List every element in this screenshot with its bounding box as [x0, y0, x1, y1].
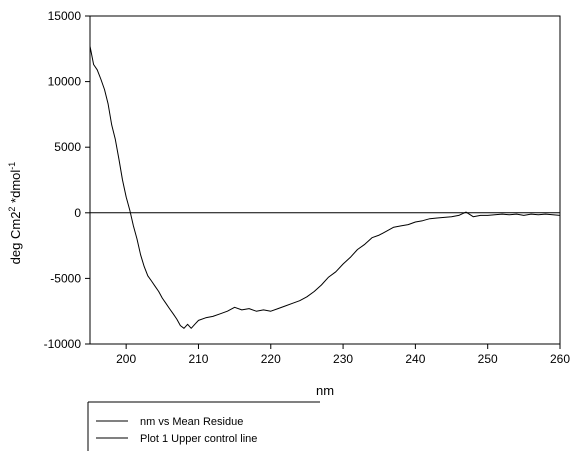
y-axis-title-main: deg Cm2 — [8, 212, 23, 265]
series-line-mean-residue — [89, 46, 561, 329]
x-tick-label-210: 210 — [188, 352, 208, 366]
axes — [89, 15, 561, 345]
x-tick-label-230: 230 — [333, 352, 353, 366]
x-tick-label-250: 250 — [478, 352, 498, 366]
y-axis-title-sup1: 2 — [7, 207, 17, 212]
y-tick-label--5000: -5000 — [50, 271, 81, 285]
x-tick-label-220: 220 — [261, 352, 281, 366]
x-tick-label-260: 260 — [550, 352, 570, 366]
y-axis-title: deg Cm22 *dmol-1 — [7, 162, 23, 265]
legend-label-1: nm vs Mean Residue — [140, 416, 243, 428]
y-tick-label--10000: -10000 — [44, 337, 82, 351]
tick-labels: 200 210 220 230 240 250 260 -10000 -5000 0 5000 100… — [44, 9, 571, 366]
x-axis-title: nm — [316, 383, 334, 398]
plot-area — [89, 46, 561, 329]
legend: nm vs Mean Residue Plot 1 Upper control … — [87, 401, 320, 451]
y-tick-label-0: 0 — [74, 206, 81, 220]
y-axis-title-sup2: -1 — [7, 162, 17, 170]
x-tick-label-200: 200 — [116, 352, 136, 366]
y-axis-title-mid: *dmol — [8, 170, 23, 207]
tick-marks — [85, 15, 561, 349]
y-tick-label-5000: 5000 — [54, 140, 81, 154]
x-tick-label-240: 240 — [405, 352, 425, 366]
y-tick-label-15000: 15000 — [48, 9, 82, 23]
plot-frame — [89, 15, 561, 345]
legend-label-2: Plot 1 Upper control line — [140, 433, 257, 445]
y-tick-label-10000: 10000 — [48, 75, 82, 89]
